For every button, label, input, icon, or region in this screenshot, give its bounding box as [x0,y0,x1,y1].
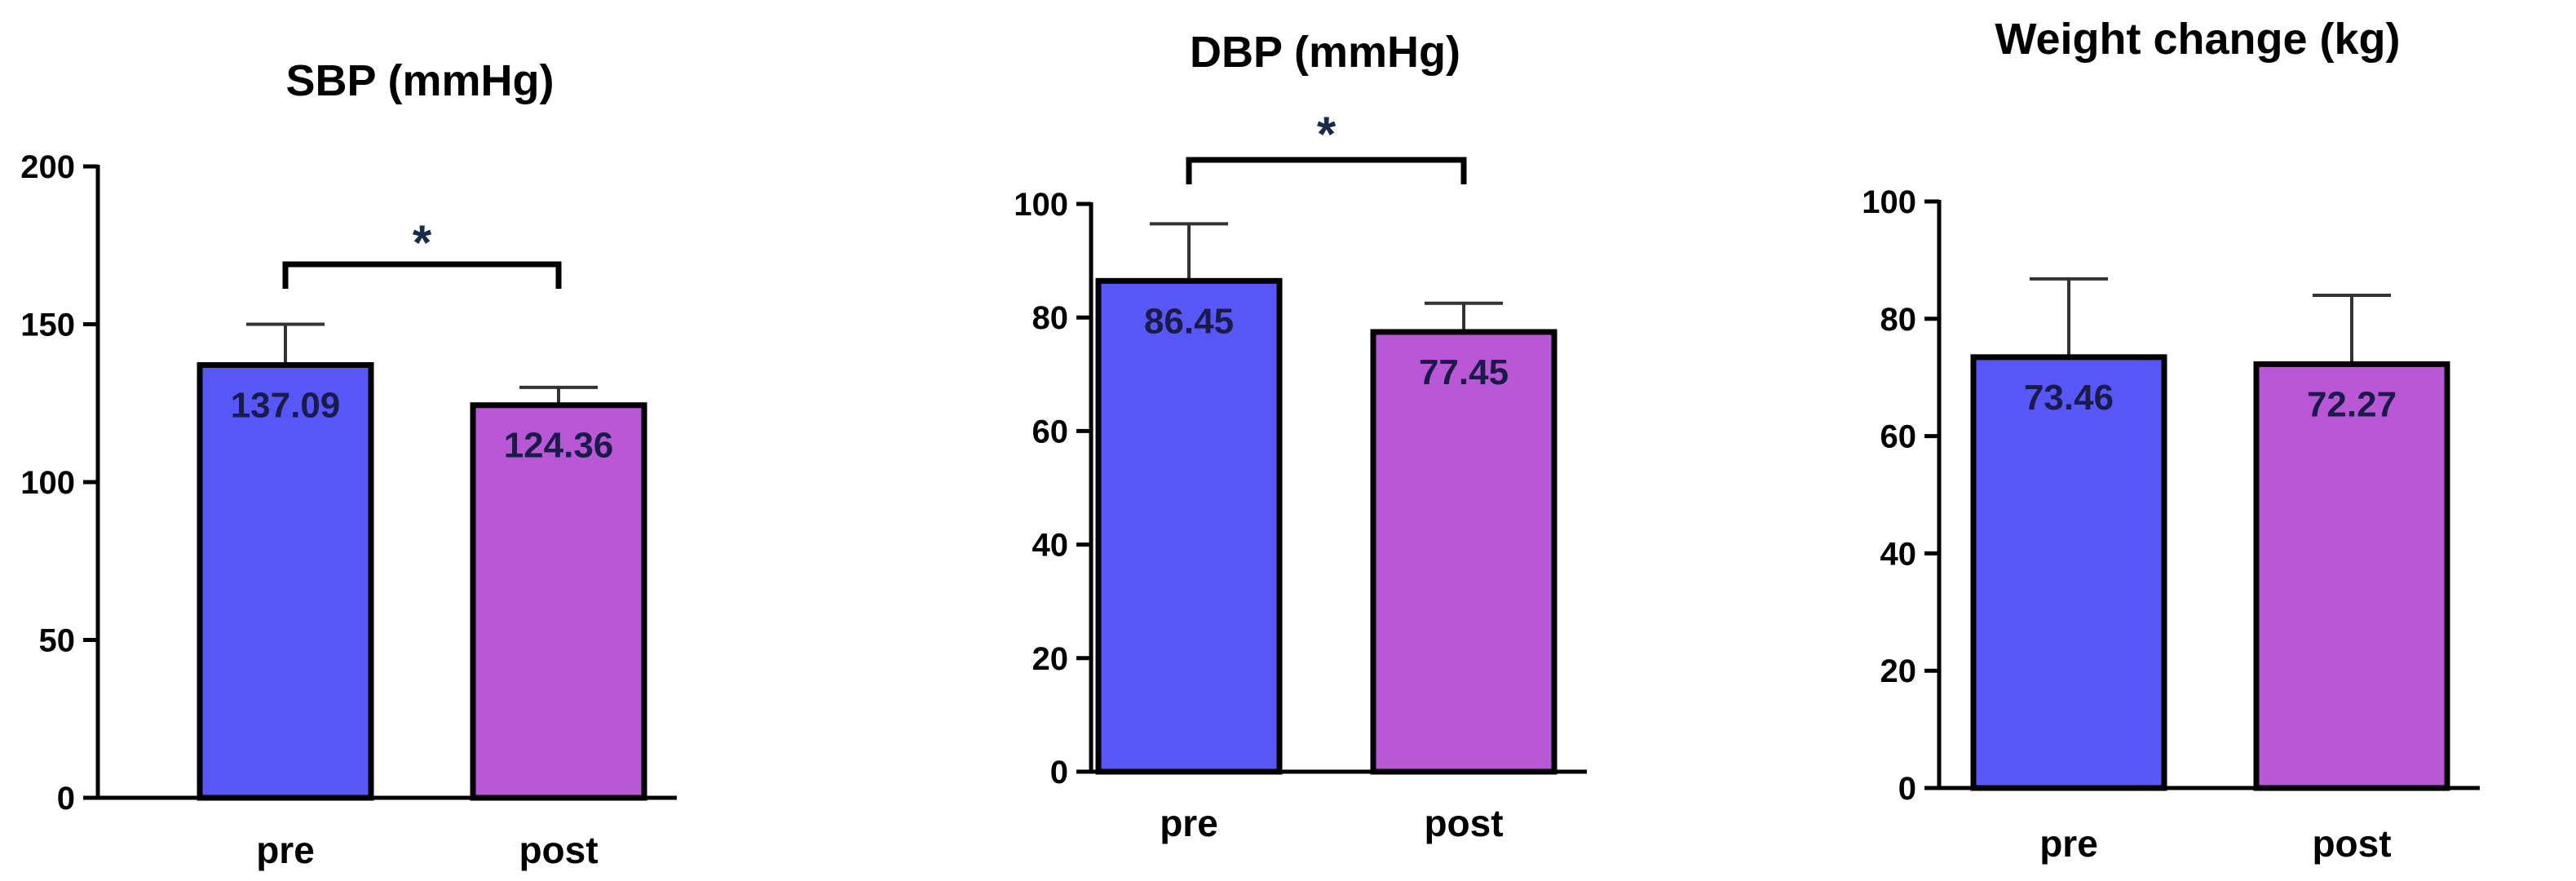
y-tick-label: 40 [1880,536,1917,572]
y-tick-label: 0 [1050,755,1068,790]
chart-panel-3: Weight change (kg) 0 20 40 60 80 100 73.46 pre 72… [1862,15,2480,865]
bar-post [1370,329,1558,775]
significance-marker: * [1317,107,1337,162]
chart-title: SBP (mmHg) [285,56,554,105]
significance-bracket [282,261,562,289]
y-tick-label: 20 [1880,653,1917,689]
y-tick-label: 60 [1032,414,1069,449]
x-tick-label-post: post [1424,802,1503,844]
bar-post [2253,361,2450,791]
x-tick-label-pre: pre [1160,802,1218,844]
y-tick-label: 50 [39,623,76,659]
data-label-post: 124.36 [504,426,614,466]
y-tick-label: 0 [57,781,75,817]
bar-pre [1970,354,2167,791]
chart-title: DBP (mmHg) [1190,28,1460,77]
data-label-pre: 137.09 [231,385,341,425]
y-tick-label: 80 [1880,302,1917,338]
data-label-post: 72.27 [2307,384,2397,424]
significance-bracket [1186,157,1467,184]
bar-pre [197,361,374,801]
y-tick-label: 100 [1014,187,1068,223]
y-tick-label: 100 [20,465,75,501]
x-tick-label-post: post [2312,822,2391,865]
y-tick-label: 20 [1032,641,1069,677]
bar-post [470,402,647,801]
chart-panel-2: DBP (mmHg) 0 20 40 60 80 100 86.45 pre 77.45 post * [1014,28,1587,844]
data-label-pre: 86.45 [1144,301,1234,341]
y-tick-label: 200 [20,149,75,185]
bar-pre [1095,277,1283,775]
significance-marker: * [413,215,432,270]
y-tick-label: 80 [1032,300,1069,336]
y-tick-label: 150 [20,308,75,343]
chart-title: Weight change (kg) [1995,15,2400,64]
x-tick-label-pre: pre [256,829,315,871]
data-label-pre: 73.46 [2024,378,2114,418]
y-tick-label: 0 [1898,771,1916,807]
y-tick-label: 40 [1032,528,1069,564]
x-tick-label-pre: pre [2039,822,2098,865]
y-tick-label: 100 [1862,184,1916,220]
chart-panel-1: SBP (mmHg) 0 50 100 150 200 137.09 pre 124.36 pos… [20,56,677,871]
data-label-post: 77.45 [1419,352,1509,392]
x-tick-label-post: post [519,829,598,871]
y-tick-label: 60 [1880,419,1917,455]
